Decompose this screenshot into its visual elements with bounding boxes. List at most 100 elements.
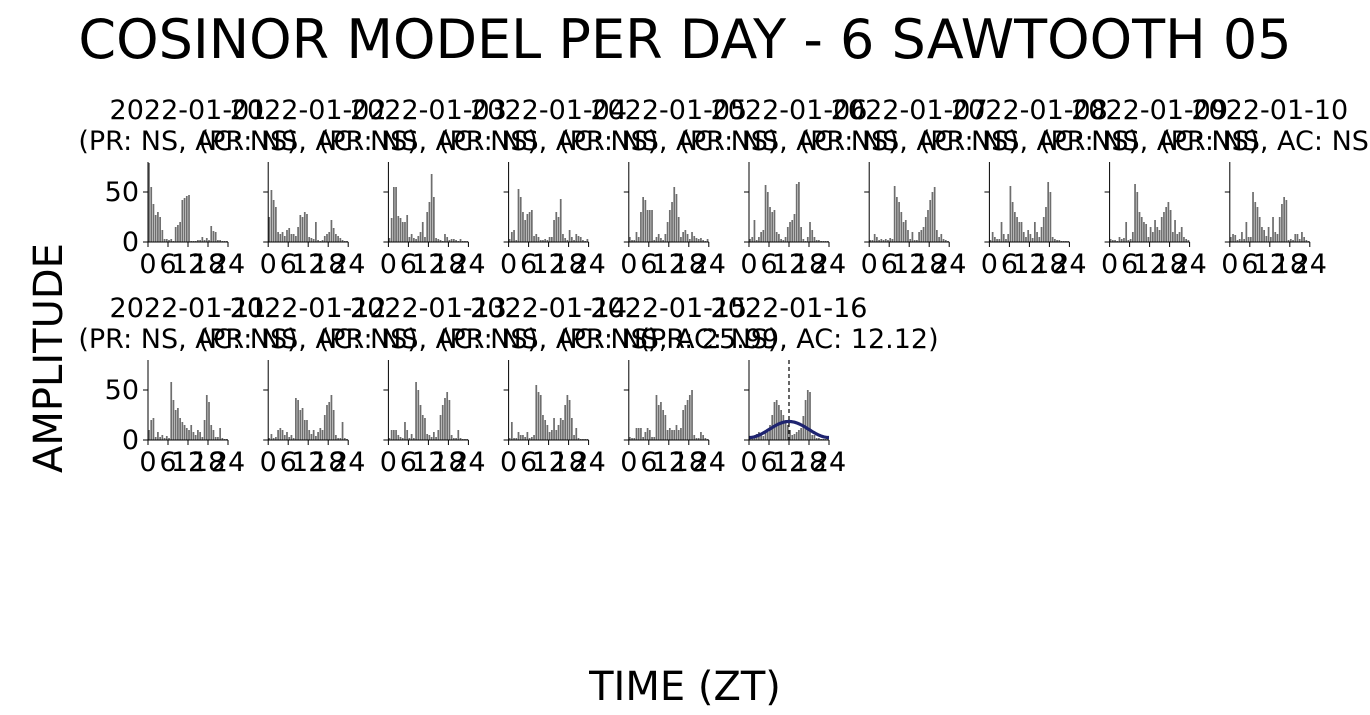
bar [439, 240, 442, 242]
bar [677, 430, 680, 440]
bar [1169, 210, 1172, 242]
bar [321, 240, 324, 242]
figure-xlabel: TIME (ZT) [588, 664, 781, 710]
bar [404, 222, 406, 242]
bar [637, 428, 640, 440]
bar [818, 438, 820, 440]
bar [185, 428, 188, 440]
bar [203, 240, 206, 242]
bar [1016, 217, 1018, 242]
bar [522, 212, 524, 242]
bar [1056, 240, 1058, 242]
bar [281, 232, 284, 242]
bar [1287, 240, 1290, 242]
panel-stats-label: (PR: NS, AC: NS) [78, 126, 297, 157]
bar [165, 239, 168, 242]
bar [782, 415, 785, 440]
panel-date-label: 2022-01-04 [470, 95, 627, 126]
bar [809, 222, 811, 242]
x-tick-label: 24 [812, 447, 846, 478]
bar [1285, 200, 1288, 242]
bar [555, 430, 558, 440]
bar [330, 395, 333, 440]
x-tick-label: 0 [139, 249, 156, 280]
x-tick-label: 12 [531, 249, 565, 280]
x-tick-label: 18 [311, 249, 345, 280]
bar [401, 222, 404, 242]
bar [1031, 238, 1034, 242]
bar [392, 187, 395, 242]
bar [343, 438, 346, 440]
bar [1256, 207, 1259, 242]
bar [428, 202, 431, 242]
x-tick-label: 12 [772, 249, 806, 280]
bar [339, 238, 342, 242]
bar [1167, 202, 1170, 242]
bar [303, 420, 306, 440]
bar [530, 210, 533, 242]
bar [199, 240, 201, 242]
bar [562, 420, 564, 440]
panel-stats-label: (PR: NS, AC: NS) [559, 126, 778, 157]
x-tick-label: 6 [1001, 249, 1018, 280]
bar [526, 214, 529, 242]
bar [221, 438, 224, 440]
bar [310, 238, 313, 242]
bar [270, 190, 273, 242]
bar [446, 392, 449, 440]
bar [513, 230, 515, 242]
bar [944, 240, 947, 242]
bar [390, 430, 393, 440]
bar [1049, 192, 1052, 242]
bar [341, 422, 344, 440]
bar [317, 240, 319, 242]
bar [448, 400, 451, 440]
bar [539, 395, 542, 440]
x-tick-label: 6 [881, 249, 898, 280]
bar [183, 198, 186, 242]
panel-date-label: 2022-01-11 [110, 293, 267, 324]
x-tick-label: 0 [260, 249, 277, 280]
bar [1154, 220, 1156, 242]
bar [288, 437, 291, 440]
bar [388, 238, 391, 242]
x-tick-label: 6 [640, 249, 657, 280]
bar [929, 200, 932, 242]
bar [570, 418, 573, 440]
bar [1007, 234, 1010, 242]
bar [217, 240, 219, 242]
bar [1051, 237, 1054, 242]
bar [635, 232, 638, 242]
bar [415, 239, 417, 242]
bar [755, 240, 758, 242]
bar [664, 415, 667, 440]
bar [633, 438, 636, 440]
bar [631, 438, 633, 440]
bar [435, 238, 437, 242]
x-tick-label: 24 [692, 447, 726, 478]
bar [152, 204, 155, 242]
x-tick-label: 6 [760, 249, 777, 280]
x-tick-label: 24 [1052, 249, 1086, 280]
bar [1289, 239, 1292, 242]
bar [1158, 230, 1161, 242]
bar [780, 239, 782, 242]
bar [693, 236, 696, 242]
bar [323, 415, 326, 440]
bar [1272, 217, 1274, 242]
bar [275, 207, 277, 242]
bar [212, 430, 215, 440]
bar [784, 420, 787, 440]
bar [749, 239, 751, 242]
bar [312, 239, 315, 242]
bar [662, 410, 665, 440]
bar [283, 236, 286, 242]
bar [459, 438, 462, 440]
bar [1140, 217, 1143, 242]
bar [795, 184, 798, 242]
y-tick-label: 50 [105, 177, 139, 208]
bar [635, 428, 638, 440]
